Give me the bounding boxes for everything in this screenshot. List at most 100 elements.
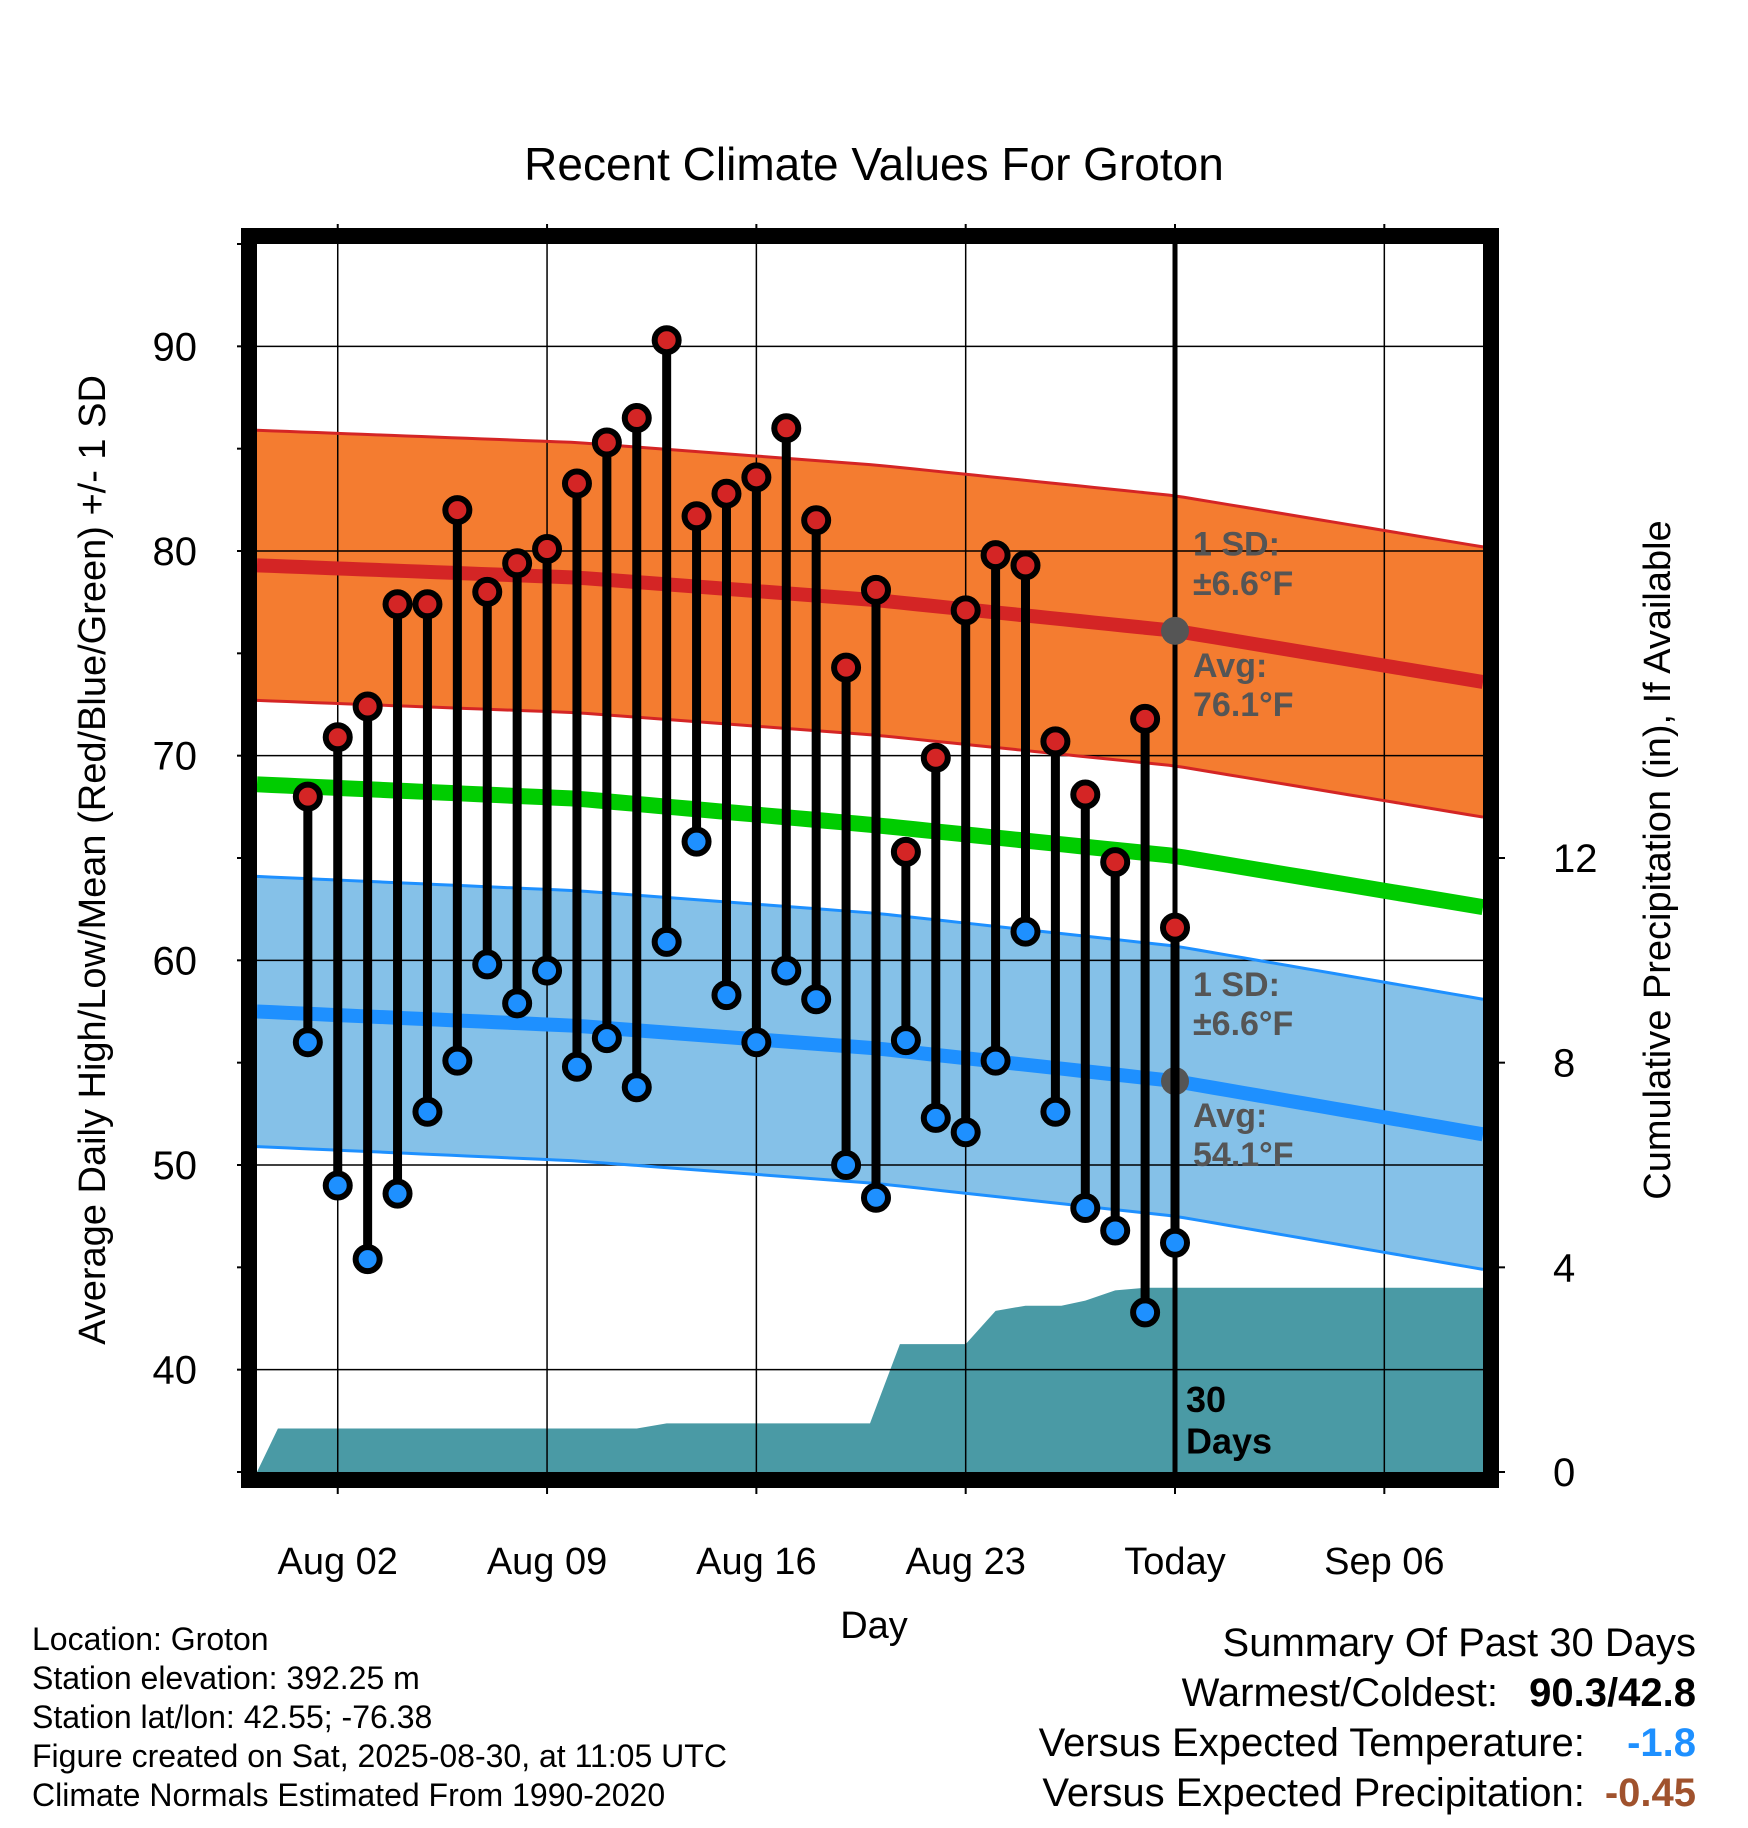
summary-warm-cold: Warmest/Coldest: 90.3/42.8 <box>1039 1668 1696 1718</box>
daily-high-point <box>1010 550 1041 581</box>
daily-high-point <box>950 595 981 626</box>
summary-slash: / <box>1607 1671 1619 1715</box>
daily-high-point <box>352 691 383 722</box>
daily-high-point <box>801 505 832 536</box>
daily-low-point <box>1130 1297 1161 1328</box>
info-location: Location: Groton <box>32 1621 269 1657</box>
daily-high-point <box>382 589 413 620</box>
summary-temp-label: Versus Expected Temperature: <box>1038 1721 1585 1765</box>
info-normals: Climate Normals Estimated From 1990-2020 <box>32 1777 666 1813</box>
y-axis-title-right: Cumulative Precipitation (in), If Availa… <box>1637 520 1679 1199</box>
daily-high-point <box>322 722 353 753</box>
x-tick-label: Sep 06 <box>1324 1541 1444 1583</box>
high-sd-band <box>257 430 1483 818</box>
x-tick-label: Aug 23 <box>905 1541 1025 1583</box>
daily-high-point <box>621 402 652 433</box>
daily-low-point <box>1160 1227 1191 1258</box>
daily-low-point <box>1070 1192 1101 1223</box>
daily-high-point <box>681 501 712 532</box>
daily-low-point <box>1040 1096 1071 1127</box>
daily-high-point <box>1100 847 1131 878</box>
low-sd-label: 1 SD: ±6.6°F <box>1193 966 1293 1043</box>
plot-area <box>256 238 1485 1472</box>
daily-high-point <box>442 495 473 526</box>
summary-precip-value: -0.45 <box>1604 1771 1696 1815</box>
daily-low-point <box>1100 1215 1131 1246</box>
y-tick-label-left: 50 <box>153 1144 198 1188</box>
daily-low-point <box>741 1027 772 1058</box>
axis-ticks: 40 50 60 70 80 90 0 4 8 12 Aug 02 Aug 09 Aug 16 Aug 2… <box>153 224 1598 1583</box>
daily-low-point <box>801 984 832 1015</box>
daily-high-point <box>561 468 592 499</box>
y-axis-title-left: Average Daily High/Low/Mean (Red/Blue/Gr… <box>72 375 114 1345</box>
daily-low-point <box>322 1170 353 1201</box>
daily-low-point <box>352 1244 383 1275</box>
daily-low-point <box>950 1117 981 1148</box>
daily-high-point <box>1070 779 1101 810</box>
summary-warm-cold-label: Warmest/Coldest: <box>1181 1671 1499 1715</box>
daily-low-point <box>980 1045 1011 1076</box>
summary-title: Summary Of Past 30 Days <box>1222 1621 1696 1665</box>
daily-high-point <box>771 413 802 444</box>
info-elevation: Station elevation: 392.25 m <box>32 1660 420 1696</box>
daily-high-point <box>860 574 891 605</box>
y-tick-label-right: 0 <box>1553 1451 1575 1495</box>
daily-low-point <box>920 1102 951 1133</box>
today-high-avg-marker <box>1161 616 1190 645</box>
daily-high-point <box>532 533 563 564</box>
daily-low-point <box>382 1178 413 1209</box>
y-tick-label-right: 12 <box>1553 837 1598 881</box>
summary-temp-value: -1.8 <box>1627 1721 1696 1765</box>
daily-low-point <box>651 926 682 957</box>
daily-low-point <box>771 955 802 986</box>
daily-high-point <box>1130 703 1161 734</box>
high-band-upper-edge <box>256 428 1484 549</box>
info-latlon: Station lat/lon: 42.55; -76.38 <box>32 1699 433 1735</box>
daily-high-point <box>980 540 1011 571</box>
daily-low-point <box>412 1096 443 1127</box>
chart-title: Recent Climate Values For Groton <box>524 138 1224 190</box>
y-tick-label-right: 8 <box>1553 1042 1575 1086</box>
daily-low-point <box>890 1025 921 1056</box>
daily-low-point <box>621 1072 652 1103</box>
daily-low-point <box>831 1150 862 1180</box>
y-tick-label-left: 70 <box>153 735 198 779</box>
daily-low-point <box>472 949 503 980</box>
daily-low-point <box>502 988 533 1019</box>
daily-high-point <box>472 576 503 607</box>
x-tick-label: Aug 16 <box>696 1541 816 1583</box>
daily-high-point <box>591 427 622 458</box>
x-tick-label: Today <box>1124 1541 1225 1583</box>
daily-low-point <box>292 1027 323 1058</box>
annotations: 1 SD: ±6.6°F Avg: 76.1°F 1 SD: ±6.6°F Avg: 54.1… <box>1186 526 1294 1462</box>
high-sd-label: 1 SD: ±6.6°F <box>1193 526 1293 603</box>
y-tick-label-right: 4 <box>1553 1246 1575 1290</box>
x-axis-title: Day <box>840 1605 908 1647</box>
y-tick-label-left: 40 <box>153 1349 198 1393</box>
x-tick-label: Aug 02 <box>278 1541 398 1583</box>
summary-warmest: 90.3 <box>1529 1671 1608 1715</box>
low-avg-label: Avg: 54.1°F <box>1193 1097 1294 1174</box>
summary-temp: Versus Expected Temperature: -1.8 <box>1039 1718 1696 1768</box>
daily-low-point <box>860 1182 891 1213</box>
summary-precip: Versus Expected Precipitation: -0.45 <box>1039 1768 1696 1818</box>
y-tick-label-left: 90 <box>153 325 198 369</box>
precip-area <box>257 1287 1483 1472</box>
info-created: Figure created on Sat, 2025-08-30, at 11… <box>32 1738 727 1774</box>
high-avg-label: Avg: 76.1°F <box>1193 647 1294 724</box>
daily-high-point <box>651 325 682 356</box>
daily-high-point <box>890 836 921 867</box>
summary-precip-label: Versus Expected Precipitation: <box>1042 1771 1585 1815</box>
daily-low-point <box>561 1051 592 1082</box>
daily-low-point <box>681 826 712 857</box>
x-tick-label: Aug 09 <box>487 1541 607 1583</box>
summary-panel: Summary Of Past 30 Days Warmest/Coldest:… <box>1039 1618 1696 1818</box>
daily-high-point <box>412 589 443 620</box>
daily-high-point <box>1040 726 1071 757</box>
daily-high-point <box>292 781 323 812</box>
daily-high-point <box>1160 912 1191 943</box>
low-band-lower-edge <box>256 1145 1484 1271</box>
daily-low-point <box>711 980 742 1011</box>
daily-high-point <box>831 652 862 683</box>
today-days-label: 30 Days <box>1186 1379 1272 1461</box>
